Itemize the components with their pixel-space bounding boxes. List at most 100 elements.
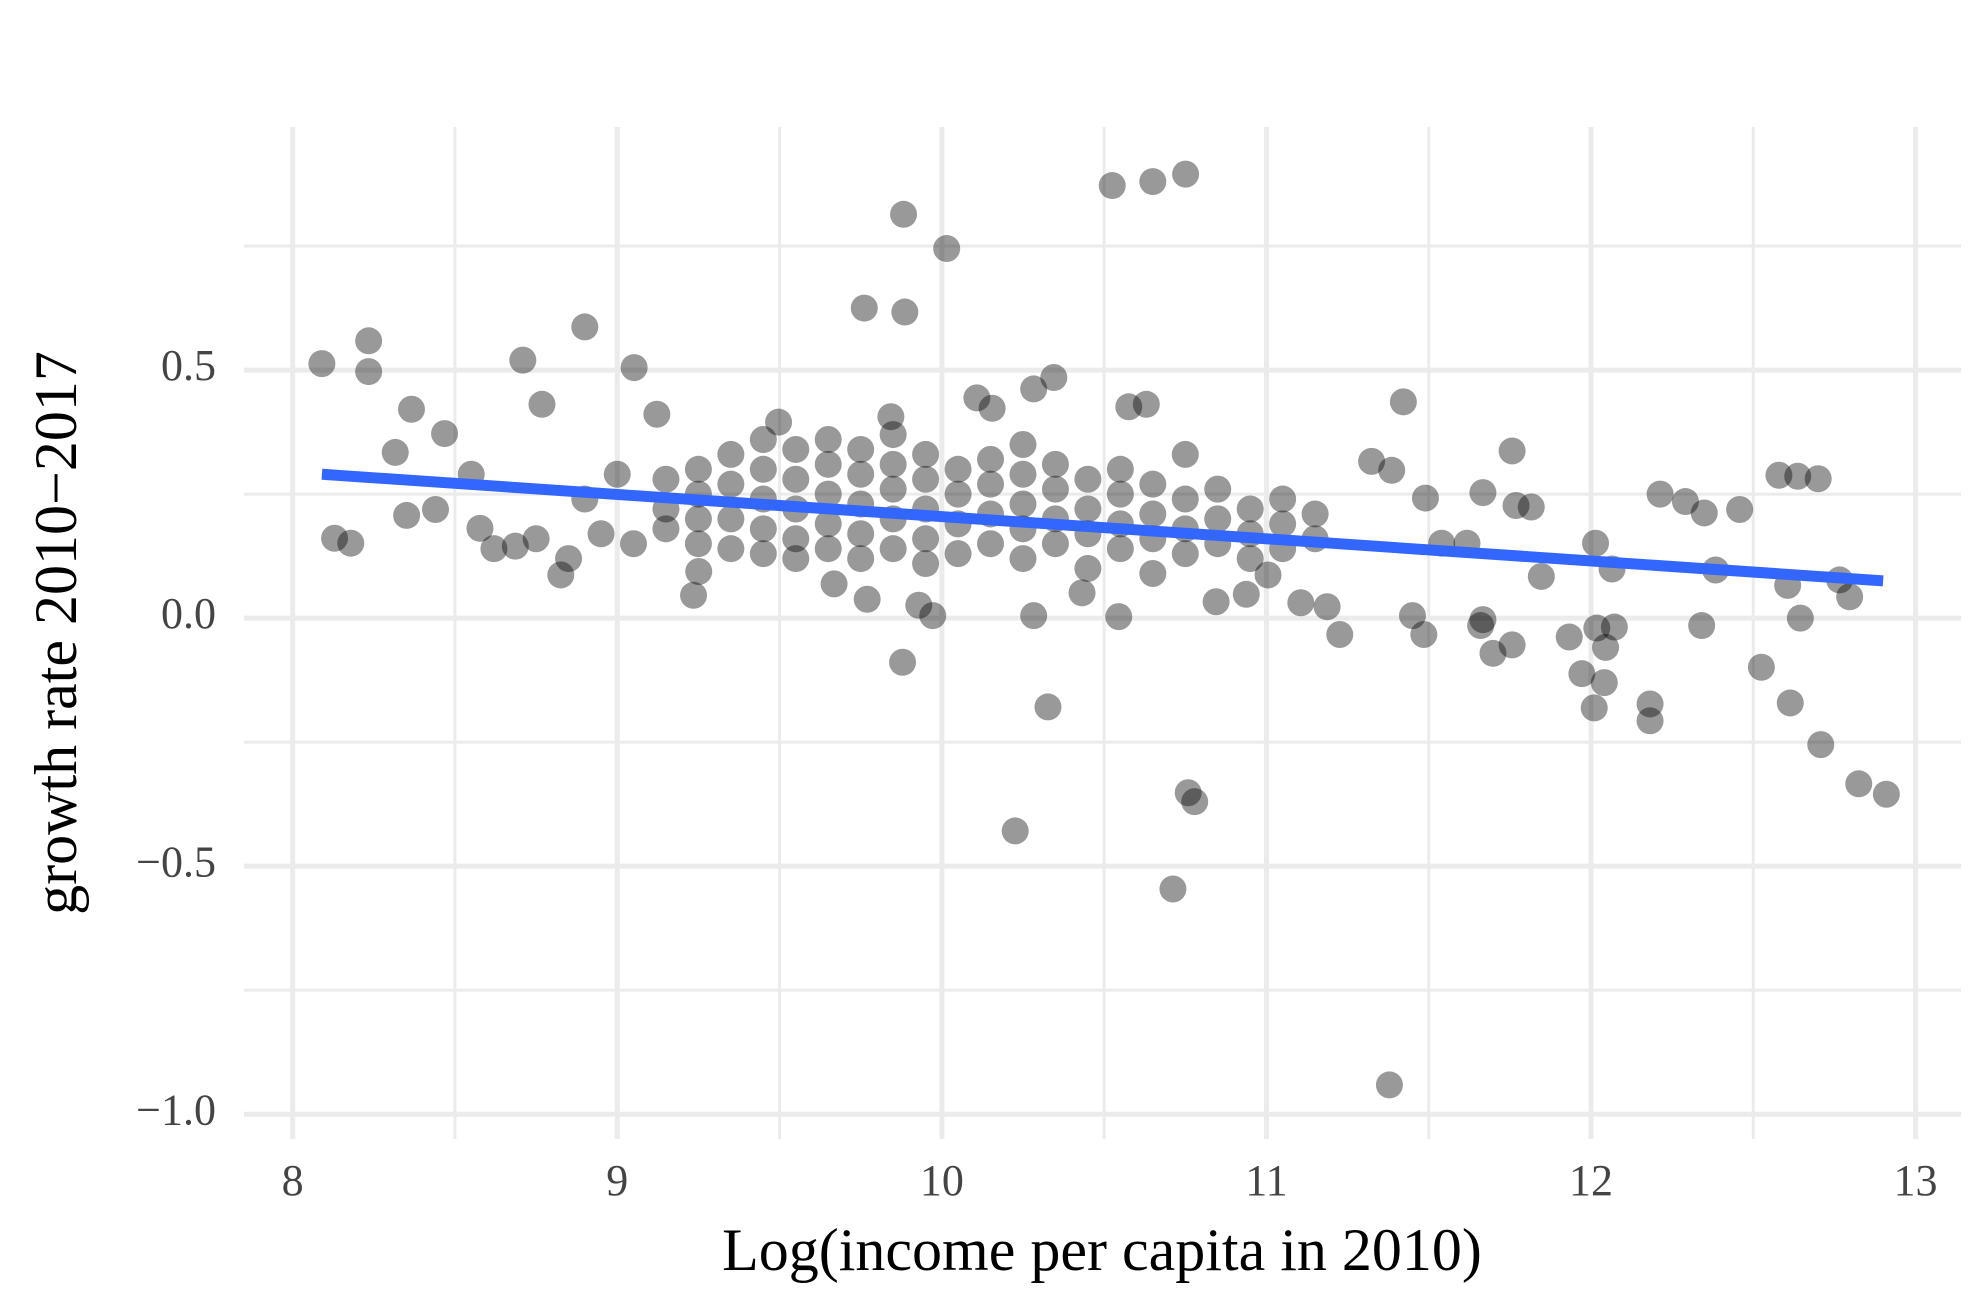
data-point — [1389, 388, 1417, 416]
data-point — [1498, 437, 1526, 465]
data-point — [1583, 614, 1611, 642]
data-point — [1139, 168, 1167, 196]
data-point — [684, 530, 712, 558]
y-tick-label: 0.5 — [161, 341, 216, 390]
data-point — [528, 390, 556, 418]
data-point — [1469, 606, 1497, 634]
data-point — [977, 530, 1005, 558]
data-point — [1568, 660, 1596, 688]
data-point — [1845, 770, 1873, 798]
data-point — [397, 395, 425, 423]
data-point — [1469, 479, 1497, 507]
data-point — [1115, 393, 1143, 421]
data-point — [820, 570, 848, 598]
data-point — [684, 455, 712, 483]
data-point — [431, 420, 459, 448]
data-point — [1747, 653, 1775, 681]
data-point — [782, 525, 810, 553]
data-point — [944, 480, 972, 508]
data-point — [944, 455, 972, 483]
data-point — [1410, 620, 1438, 648]
data-point — [1804, 465, 1832, 493]
data-point — [1009, 430, 1037, 458]
data-point — [1600, 613, 1628, 641]
x-tick-label: 13 — [1894, 1156, 1938, 1205]
data-point — [501, 532, 529, 560]
data-point — [1590, 669, 1618, 697]
data-point — [717, 505, 745, 533]
data-point — [1807, 731, 1835, 759]
data-point — [522, 525, 550, 553]
data-point — [912, 465, 940, 493]
trend-line — [321, 468, 1884, 587]
data-point — [717, 470, 745, 498]
data-point — [853, 585, 881, 613]
data-point — [421, 495, 449, 523]
data-point — [1009, 490, 1037, 518]
data-point — [1527, 562, 1555, 590]
data-point — [1358, 447, 1386, 475]
data-point — [1034, 693, 1062, 721]
data-point — [480, 535, 508, 563]
data-point — [1009, 545, 1037, 573]
data-point — [684, 505, 712, 533]
data-point — [879, 475, 907, 503]
data-point — [847, 520, 875, 548]
data-point — [355, 358, 383, 386]
data-point — [355, 327, 383, 355]
data-point — [587, 520, 615, 548]
data-point — [933, 235, 961, 263]
data-point — [1074, 495, 1102, 523]
data-point — [814, 480, 842, 508]
data-point — [1236, 495, 1264, 523]
data-point — [381, 438, 409, 466]
data-point — [977, 445, 1005, 473]
data-point — [643, 400, 671, 428]
data-point — [1555, 623, 1583, 651]
data-point — [509, 346, 537, 374]
data-point — [963, 384, 991, 412]
data-point — [1301, 500, 1329, 528]
data-point — [890, 200, 918, 228]
data-point — [1171, 485, 1199, 513]
y-tick-label: 0.0 — [161, 589, 216, 638]
x-tick-label: 9 — [606, 1156, 628, 1205]
data-point — [814, 510, 842, 538]
data-point — [1105, 603, 1133, 631]
data-point — [1580, 694, 1608, 722]
data-point — [1139, 470, 1167, 498]
data-point — [1204, 505, 1232, 533]
data-point — [1068, 579, 1096, 607]
data-point — [1174, 779, 1202, 807]
data-point — [1467, 612, 1495, 640]
data-point — [912, 440, 940, 468]
data-point — [466, 514, 494, 542]
data-point — [1009, 460, 1037, 488]
data-point — [1106, 455, 1134, 483]
data-point — [555, 545, 583, 573]
data-point — [847, 545, 875, 573]
data-point — [850, 294, 878, 322]
data-point — [685, 557, 713, 585]
data-point — [879, 421, 907, 449]
data-point — [1171, 440, 1199, 468]
data-point — [1688, 612, 1716, 640]
data-point — [814, 535, 842, 563]
data-point — [912, 525, 940, 553]
x-tick-label: 12 — [1569, 1156, 1613, 1205]
data-point — [321, 524, 349, 552]
data-point — [814, 450, 842, 478]
data-point — [620, 354, 648, 382]
data-point — [1784, 462, 1812, 490]
data-point — [1204, 475, 1232, 503]
x-axis-title: Log(income per capita in 2010) — [722, 1217, 1482, 1283]
data-point — [652, 465, 680, 493]
data-point — [717, 440, 745, 468]
data-point — [1098, 172, 1126, 200]
y-axis-title: growth rate 2010−2017 — [23, 351, 89, 915]
data-point — [1498, 631, 1526, 659]
data-point — [891, 298, 919, 326]
data-point — [1020, 375, 1048, 403]
data-point — [1132, 390, 1160, 418]
